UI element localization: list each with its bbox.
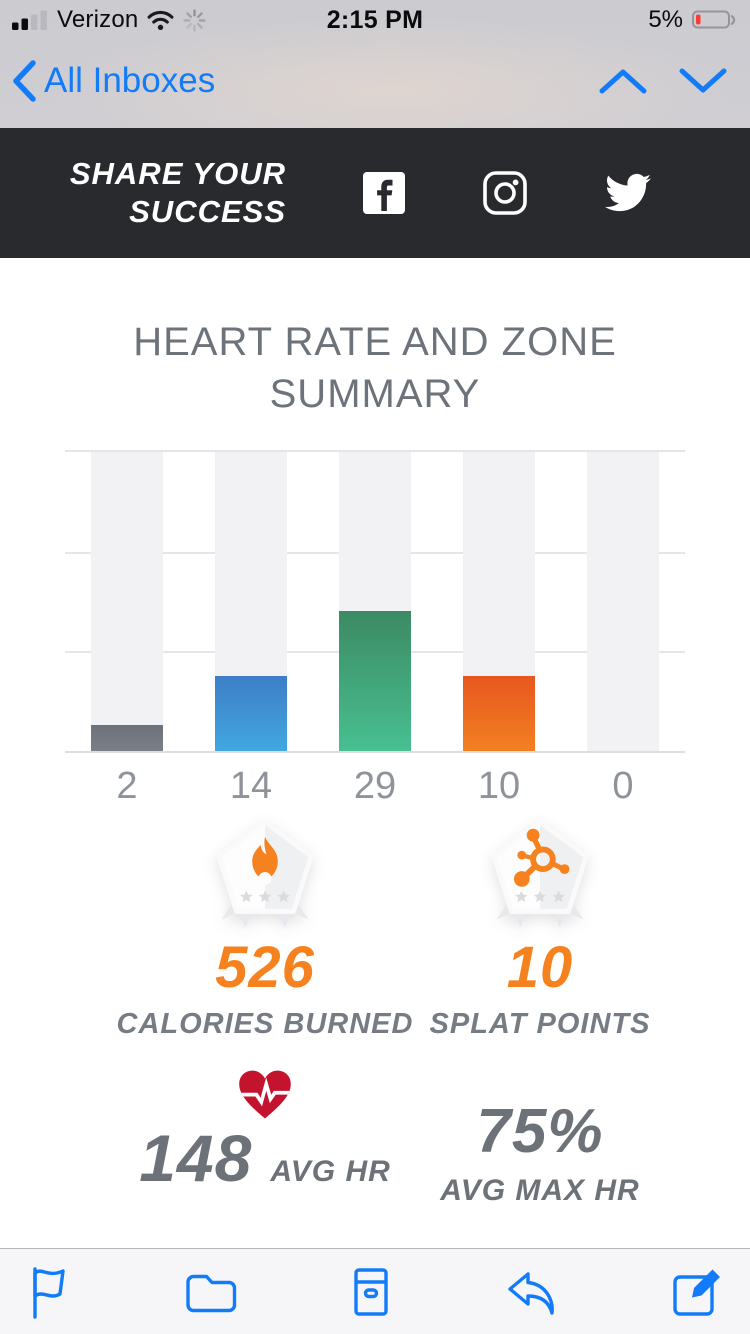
zone-track — [587, 452, 659, 751]
chart-columns — [65, 452, 685, 751]
share-banner-title: SHARE YOUR SUCCESS — [54, 155, 286, 232]
chart-column-red-zone — [561, 452, 685, 751]
zone-minutes-label: 2 — [116, 765, 138, 807]
network-activity-spinner-icon — [183, 8, 207, 32]
calories-label: CALORIES BURNED — [116, 1007, 414, 1040]
zone-minutes-label: 0 — [612, 765, 634, 807]
reply-arrow-icon — [507, 1271, 554, 1315]
avg-hr-value: 148 — [139, 1120, 253, 1195]
flag-button[interactable] — [26, 1264, 72, 1320]
calories-badge-flame-icon — [216, 819, 314, 928]
instagram-icon[interactable] — [482, 170, 528, 216]
share-title-line2: SUCCESS — [129, 194, 286, 229]
zone-minutes-label: 10 — [477, 765, 521, 807]
flag-icon — [33, 1266, 65, 1319]
battery-icon — [692, 10, 736, 29]
cell-signal-icon — [12, 10, 47, 30]
zone-track — [91, 452, 163, 751]
chart-column-orange-zone — [437, 452, 561, 751]
page-title: HEART RATE AND ZONE SUMMARY — [133, 320, 617, 416]
zone-minutes-label: 29 — [353, 765, 397, 807]
chart-column-green-zone — [313, 452, 437, 751]
avg-max-hr-label: AVG MAX HR — [440, 1173, 640, 1207]
chart-axis-labels: 2 14 29 10 0 — [65, 753, 685, 808]
top-chrome: Verizon — [0, 0, 750, 128]
compose-icon — [673, 1269, 720, 1316]
chart-column-gray-zone — [65, 452, 189, 751]
zone-minutes-label: 14 — [229, 765, 273, 807]
zone-bar-blue-zone — [215, 675, 287, 751]
back-to-inboxes-button[interactable]: All Inboxes — [10, 58, 215, 104]
chart-column-blue-zone — [189, 452, 313, 751]
heart-rate-zone-chart — [65, 450, 685, 753]
compose-button[interactable] — [670, 1265, 724, 1319]
archive-button[interactable] — [349, 1265, 393, 1319]
achievement-badges-row — [0, 818, 750, 932]
splat-points-value: 10 — [506, 935, 574, 1000]
stats-row-calories-splats: 526 CALORIES BURNED 10 SPLAT POINTS — [0, 936, 750, 1041]
splat-badge-orangetheory-icon — [491, 819, 589, 928]
status-bar: Verizon — [0, 0, 750, 40]
zone-bar-orange-zone — [463, 675, 535, 751]
carrier-label: Verizon — [57, 6, 139, 33]
mail-toolbar — [0, 1248, 750, 1334]
next-message-chevron-down-icon[interactable] — [678, 66, 728, 96]
share-your-success-banner: SHARE YOUR SUCCESS — [0, 128, 750, 258]
splat-points-label: SPLAT POINTS — [429, 1007, 651, 1040]
share-title-line1: SHARE YOUR — [69, 155, 286, 191]
mail-nav-bar: All Inboxes — [0, 40, 750, 128]
zone-bar-green-zone — [339, 610, 411, 751]
wifi-icon — [147, 10, 174, 30]
move-to-folder-button[interactable] — [183, 1269, 239, 1315]
twitter-icon[interactable] — [604, 173, 652, 213]
folder-icon — [185, 1274, 236, 1312]
back-button-label: All Inboxes — [44, 61, 216, 100]
avg-max-hr-value: 75% — [476, 1096, 604, 1166]
stats-row-heart-rate: 148 AVG HR 75% AVG MAX HR — [0, 1067, 750, 1208]
archive-box-icon — [354, 1267, 388, 1316]
battery-percent-label: 5% — [648, 6, 683, 33]
calories-value: 526 — [215, 935, 315, 1000]
heart-ekg-icon — [239, 1070, 291, 1119]
previous-message-chevron-up-icon[interactable] — [598, 66, 648, 96]
zone-bar-gray-zone — [91, 724, 163, 751]
facebook-icon[interactable] — [362, 171, 406, 215]
reply-button[interactable] — [504, 1267, 560, 1317]
avg-hr-label: AVG HR — [270, 1154, 391, 1188]
back-chevron-icon — [13, 60, 36, 102]
